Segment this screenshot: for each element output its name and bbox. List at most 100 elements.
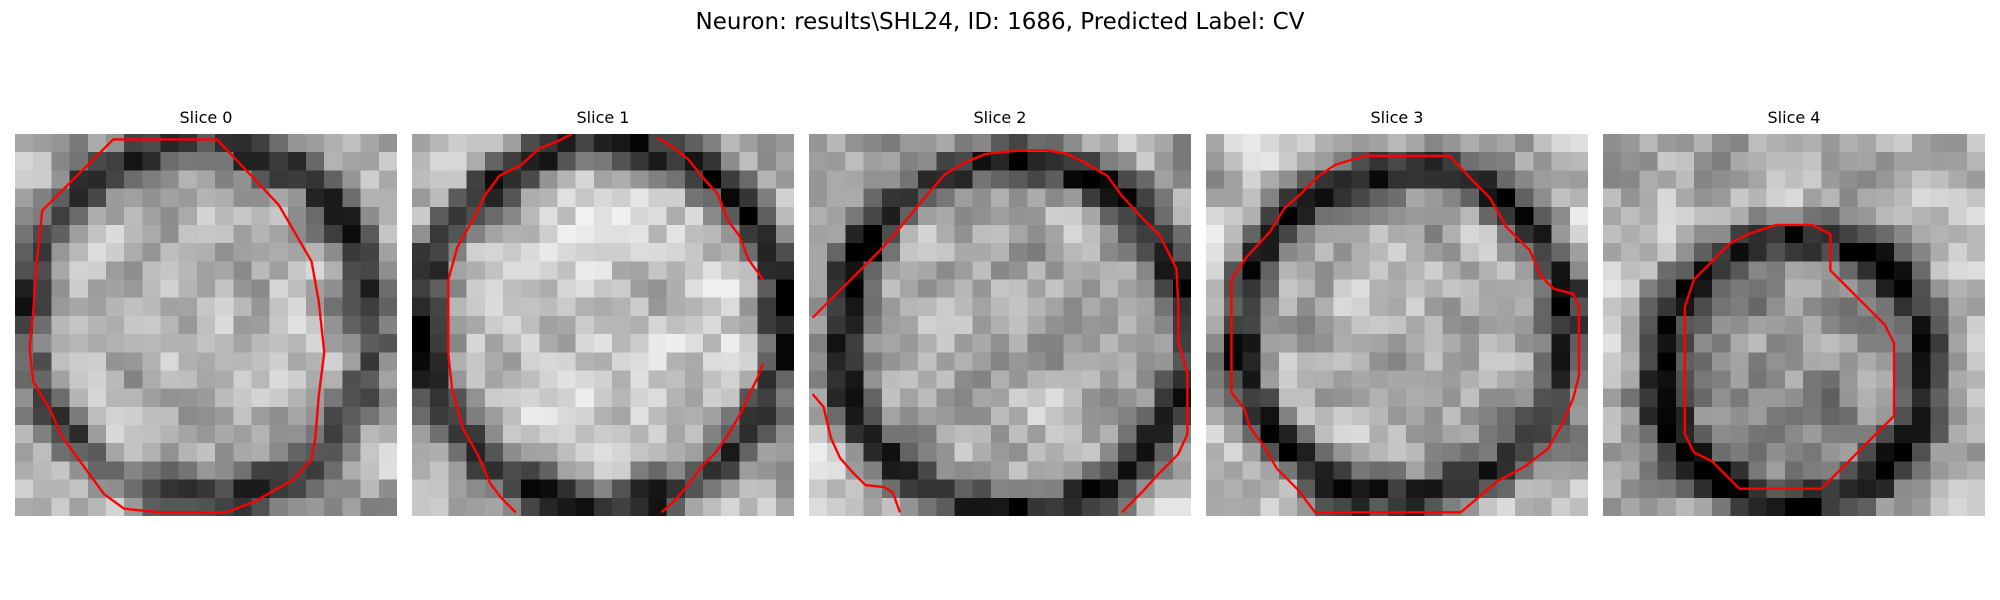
pixel <box>1730 206 1749 226</box>
pixel <box>1803 297 1822 317</box>
pixel <box>1406 315 1425 335</box>
pixel <box>1369 443 1389 462</box>
pixel <box>466 352 486 371</box>
pixel <box>33 479 52 499</box>
pixel <box>1551 461 1571 480</box>
pixel <box>287 479 307 499</box>
pixel <box>124 261 143 280</box>
pixel <box>1857 206 1877 226</box>
pixel <box>1100 334 1119 353</box>
pixel <box>160 388 180 408</box>
pixel <box>1730 334 1749 353</box>
pixel <box>1912 370 1931 390</box>
pixel <box>466 224 486 244</box>
pixel <box>1748 279 1768 299</box>
pixel <box>881 406 901 426</box>
slice-panel-2: Slice 2 <box>809 108 1191 516</box>
pixel <box>1875 443 1895 462</box>
pixel <box>666 170 686 189</box>
pixel <box>1406 206 1425 226</box>
pixel <box>972 497 992 516</box>
pixel <box>703 261 722 280</box>
pixel <box>233 461 252 480</box>
pixel <box>809 152 828 171</box>
pixel <box>1912 352 1931 371</box>
pixel <box>1333 224 1352 244</box>
pixel <box>863 461 883 480</box>
pixel <box>160 370 180 390</box>
pixel <box>666 370 686 390</box>
pixel <box>1460 188 1480 208</box>
pixel <box>233 479 252 499</box>
pixel <box>1460 206 1480 226</box>
pixel <box>936 370 955 390</box>
pixel <box>1027 170 1046 189</box>
pixel <box>1930 315 1949 335</box>
pixel <box>1100 206 1119 226</box>
pixel <box>124 334 143 353</box>
pixel <box>215 443 234 462</box>
pixel <box>1154 243 1174 262</box>
pixel <box>845 170 864 189</box>
pixel <box>233 334 252 353</box>
pixel <box>1657 243 1677 262</box>
pixel <box>809 461 828 480</box>
pixel <box>1603 188 1622 208</box>
pixel <box>251 279 271 299</box>
pixel <box>1027 479 1046 499</box>
pixel <box>936 425 955 444</box>
pixel <box>430 443 449 462</box>
pixel <box>684 134 704 153</box>
pixel <box>990 152 1010 171</box>
pixel <box>251 479 271 499</box>
pixel <box>287 315 307 335</box>
pixel <box>1639 334 1658 353</box>
pixel <box>954 352 974 371</box>
pixel <box>1912 170 1931 189</box>
pixel <box>1497 261 1516 280</box>
pixel <box>648 497 668 516</box>
pixel <box>775 425 794 444</box>
pixel <box>1172 497 1191 516</box>
pixel <box>448 352 467 371</box>
pixel <box>196 188 216 208</box>
pixel <box>1351 406 1371 426</box>
pixel <box>430 134 449 153</box>
pixel <box>539 370 558 390</box>
pixel <box>881 224 901 244</box>
pixel <box>1045 425 1065 444</box>
pixel <box>33 188 52 208</box>
pixel <box>1118 479 1137 499</box>
pixel <box>1857 315 1877 335</box>
pixel <box>863 152 883 171</box>
pixel <box>575 134 595 153</box>
pixel <box>1894 134 1913 153</box>
pixel <box>703 443 722 462</box>
pixel <box>1766 279 1786 299</box>
pixel <box>648 461 668 480</box>
pixel <box>1657 315 1677 335</box>
pixel <box>1657 170 1677 189</box>
pixel <box>484 261 504 280</box>
pixel <box>306 443 325 462</box>
pixel <box>1118 370 1137 390</box>
pixel <box>703 134 722 153</box>
pixel <box>1081 461 1101 480</box>
pixel <box>196 243 216 262</box>
pixel <box>51 352 70 371</box>
pixel <box>269 170 289 189</box>
pixel <box>1857 334 1877 353</box>
pixel <box>1369 279 1389 299</box>
pixel <box>521 388 540 408</box>
pixel <box>1424 370 1443 390</box>
pixel <box>306 224 325 244</box>
pixel <box>1821 388 1840 408</box>
pixel <box>757 461 777 480</box>
pixel <box>1478 224 1498 244</box>
pixel <box>521 188 540 208</box>
pixel <box>1603 261 1622 280</box>
pixel <box>342 461 361 480</box>
pixel <box>1224 206 1243 226</box>
pixel <box>575 461 595 480</box>
pixel <box>521 370 540 390</box>
